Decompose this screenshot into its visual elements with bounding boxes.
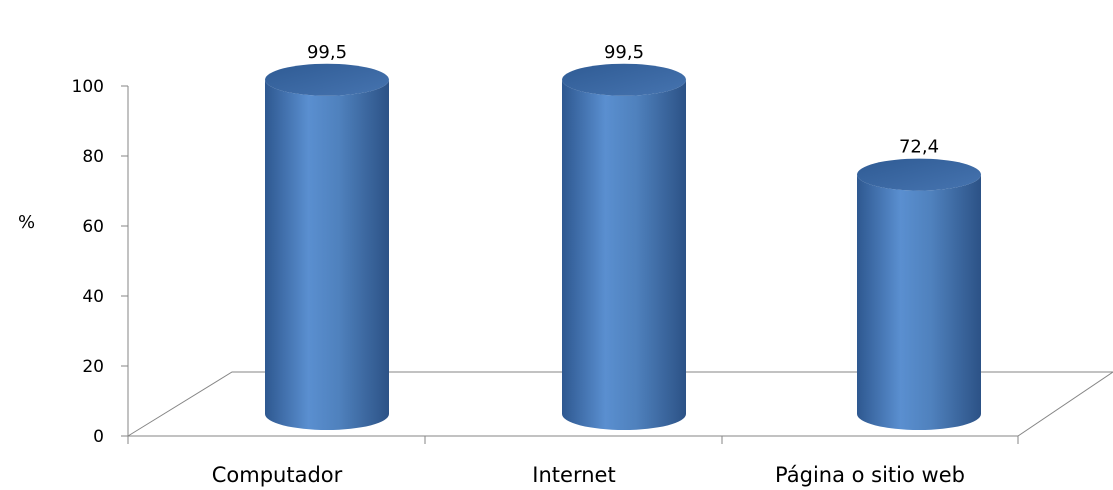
category-labels: Computador Internet Página o sitio web bbox=[212, 463, 965, 487]
data-label: 72,4 bbox=[899, 137, 939, 158]
category-label: Internet bbox=[532, 463, 615, 487]
bar-body bbox=[562, 79, 686, 430]
y-tick-label: 60 bbox=[82, 217, 104, 237]
bar bbox=[857, 158, 981, 430]
bar-top bbox=[857, 158, 981, 191]
data-label: 99,5 bbox=[307, 42, 347, 63]
y-tick-label: 20 bbox=[82, 357, 104, 377]
bar bbox=[265, 63, 389, 430]
x-axis-ticks bbox=[127, 436, 1019, 444]
data-label: 99,5 bbox=[604, 42, 644, 63]
y-tick-label: 40 bbox=[82, 287, 104, 307]
bar bbox=[562, 63, 686, 430]
data-labels: 99,5 99,5 72,4 bbox=[307, 42, 939, 158]
bar-top bbox=[265, 63, 389, 96]
y-axis-ticks: 0 20 40 60 80 100 bbox=[72, 77, 128, 447]
category-label: Página o sitio web bbox=[775, 463, 965, 487]
category-label: Computador bbox=[212, 463, 343, 487]
y-tick-label: 80 bbox=[82, 147, 104, 167]
bars bbox=[265, 63, 981, 430]
y-tick-label: 0 bbox=[93, 427, 104, 447]
y-tick-label: 100 bbox=[72, 77, 104, 97]
bar-body bbox=[857, 174, 981, 430]
bar-body bbox=[265, 79, 389, 430]
bar-top bbox=[562, 63, 686, 96]
y-axis-title: % bbox=[18, 212, 35, 233]
